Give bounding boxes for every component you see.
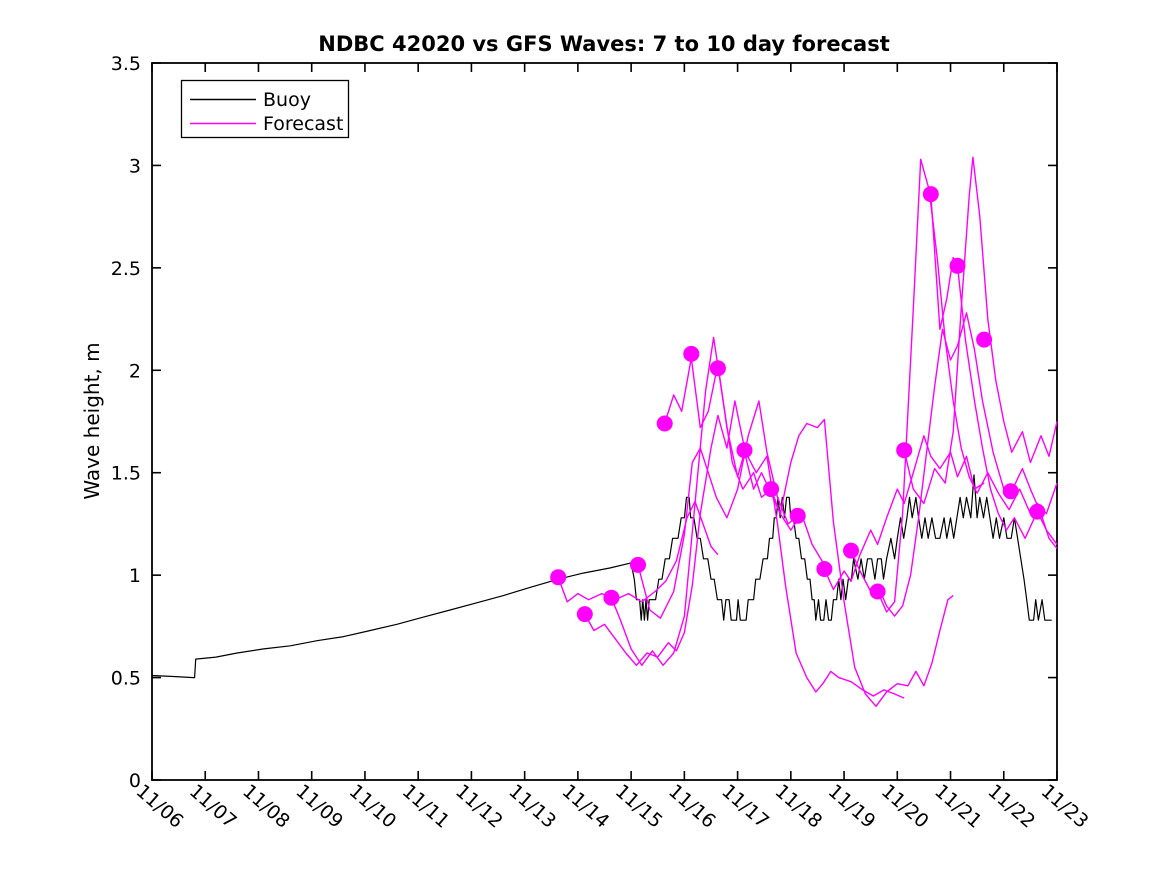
series-forecast-6-line xyxy=(743,449,905,699)
y-tick-label: 2.5 xyxy=(111,258,141,280)
forecast-lead-dot xyxy=(550,569,567,586)
forecast-lead-dot xyxy=(683,345,700,362)
y-tick-label: 2 xyxy=(129,360,141,382)
forecast-lead-dot xyxy=(949,257,966,274)
series-forecast-4-line xyxy=(637,400,799,619)
forecast-lead-dot xyxy=(603,589,620,606)
series-forecast-2-line xyxy=(584,400,746,666)
series-forecast-7-line xyxy=(770,418,954,707)
y-tick-label: 3 xyxy=(129,155,141,177)
legend-box xyxy=(180,79,350,139)
series-forecast-5-line xyxy=(664,357,826,566)
y-tick-label: 3.5 xyxy=(111,53,141,75)
forecast-lead-dot xyxy=(576,606,593,623)
forecast-lead-dot xyxy=(789,507,806,524)
legend-label-forecast: Forecast xyxy=(263,113,343,135)
forecast-lead-dot xyxy=(976,331,993,348)
series-forecast-11-line xyxy=(903,156,1058,505)
legend: Buoy Forecast xyxy=(180,79,350,139)
series-forecast-3-line xyxy=(610,336,772,666)
forecast-lead-dot xyxy=(709,360,726,377)
forecast-lead-dot xyxy=(1029,503,1046,520)
forecast-lead-dot xyxy=(763,481,780,498)
legend-label-buoy: Buoy xyxy=(263,89,311,111)
forecast-lead-dot xyxy=(922,186,939,203)
forecast-lead-dot xyxy=(816,561,833,577)
series-buoy-line xyxy=(151,474,1052,679)
forecast-lead-dot xyxy=(736,442,753,459)
y-tick-label: 1 xyxy=(129,565,141,587)
forecast-lead-dot xyxy=(869,583,886,600)
chart-title: NDBC 42020 vs GFS Waves: 7 to 10 day for… xyxy=(318,32,889,56)
series-forecast-12-line xyxy=(930,194,1058,545)
forecast-lead-dot xyxy=(843,542,859,559)
y-axis-label: Wave height, m xyxy=(80,342,104,499)
forecast-lead-dot xyxy=(630,556,646,573)
forecast-lead-dot xyxy=(656,415,673,432)
y-tick-label: 0 xyxy=(129,770,141,792)
forecast-lead-dot xyxy=(896,442,913,459)
y-tick-label: 0.5 xyxy=(111,668,141,690)
y-tick-label: 1.5 xyxy=(111,463,141,485)
series-forecast-8-line xyxy=(823,435,985,591)
series-forecast-9-line xyxy=(850,312,1058,617)
forecast-lead-dot xyxy=(1002,483,1019,500)
series-forecast-1-line xyxy=(557,500,719,603)
